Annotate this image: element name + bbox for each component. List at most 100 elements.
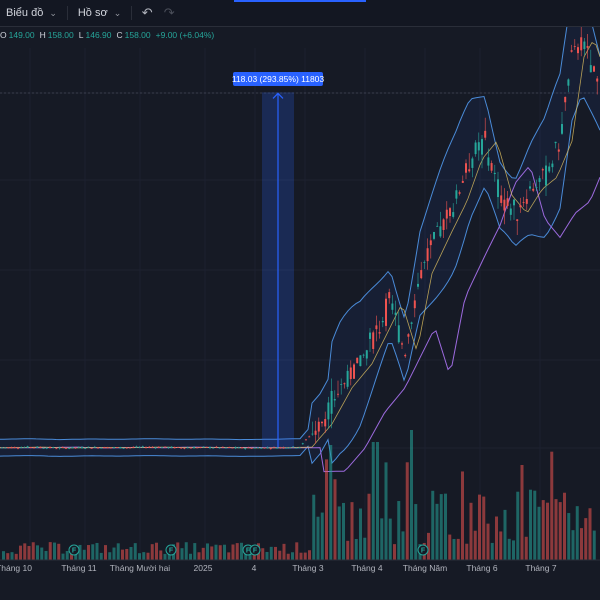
candle-body <box>241 447 243 449</box>
close-value: 158.00 <box>124 30 151 40</box>
candle-body <box>154 447 157 449</box>
candle-body <box>97 447 99 449</box>
undo-icon[interactable]: ↶ <box>141 5 153 20</box>
volume-bar <box>320 512 324 560</box>
volume-bar <box>176 542 180 560</box>
candle-body <box>33 447 35 449</box>
candle-body <box>388 292 391 299</box>
volume-bar <box>265 551 269 560</box>
candle-body <box>465 163 467 173</box>
volume-bar <box>376 442 379 560</box>
redo-icon[interactable]: ↷ <box>163 5 175 20</box>
volume-bar <box>503 509 507 560</box>
candle-body <box>362 354 365 356</box>
volume-bar <box>70 552 73 560</box>
volume-bar <box>486 523 490 560</box>
candle-body <box>500 195 503 203</box>
candle-body <box>93 446 96 448</box>
candle-body <box>237 447 240 449</box>
candle-body <box>26 446 29 448</box>
candle-body <box>282 447 285 449</box>
volume-bar <box>91 544 95 560</box>
candle-body <box>100 447 103 449</box>
candle-body <box>218 447 221 449</box>
candle-body <box>474 142 477 155</box>
candle-body <box>378 332 381 334</box>
candle-body <box>532 188 535 191</box>
profile-dropdown[interactable]: Hồ sơ ⌄ <box>72 0 127 26</box>
candle-body <box>481 139 483 155</box>
candle-body <box>372 332 375 349</box>
chevron-down-icon: ⌄ <box>113 7 122 18</box>
volume-bar <box>427 532 430 560</box>
candle-body <box>103 447 106 449</box>
candle-body <box>295 447 298 449</box>
candle-body <box>541 169 544 171</box>
volume-bar <box>214 544 218 560</box>
candle-body <box>573 45 576 47</box>
time-axis-label: 4 <box>252 563 257 573</box>
volume-bar <box>346 540 350 560</box>
candle-body <box>289 447 291 449</box>
candle-body <box>74 447 77 449</box>
candle-body <box>45 447 48 449</box>
volume-bar <box>78 544 82 560</box>
candle-body <box>359 355 362 367</box>
event-marker[interactable] <box>249 544 261 556</box>
volume-bar <box>295 542 299 560</box>
volume-bar <box>388 518 392 560</box>
candle-body <box>292 446 295 448</box>
volume-bar <box>10 552 14 560</box>
time-axis-label: Tháng Mười hai <box>110 563 171 573</box>
chart-type-dropdown[interactable]: Biểu đồ ⌄ <box>0 0 63 26</box>
volume-bar <box>473 530 477 560</box>
volume-bar <box>23 543 27 560</box>
volume-bar <box>133 543 137 560</box>
event-marker[interactable] <box>68 544 80 556</box>
candle-body <box>522 202 525 203</box>
volume-bar <box>82 549 86 560</box>
open-key: O <box>0 30 7 40</box>
volume-bar <box>490 542 494 560</box>
volume-bar <box>516 491 520 560</box>
candle-body <box>397 325 400 343</box>
volume-bar <box>184 542 188 560</box>
candle-body <box>305 439 307 441</box>
candle-body <box>308 436 311 438</box>
low-key: L <box>78 30 84 40</box>
candle-body <box>452 212 455 217</box>
volume-bar <box>121 549 124 560</box>
candle-body <box>279 447 282 449</box>
candle-body <box>186 447 189 449</box>
candle-body <box>183 447 186 449</box>
event-marker[interactable] <box>417 544 429 556</box>
volume-bar <box>529 489 532 560</box>
volume-bar <box>533 490 537 560</box>
candle-body <box>202 446 205 448</box>
volume-bar <box>282 543 286 560</box>
volume-bar <box>507 538 511 560</box>
time-axis-label: Tháng 6 <box>466 563 497 573</box>
high-key: H <box>39 30 46 40</box>
candle-body <box>509 208 512 215</box>
volume-bar <box>274 546 277 560</box>
candle-body <box>330 390 333 414</box>
candle-body <box>458 192 461 194</box>
volume-bar <box>405 462 409 560</box>
volume-bar <box>550 451 554 560</box>
change-value: +9.00 (+6.04%) <box>155 30 215 40</box>
volume-bar <box>180 548 184 560</box>
candle-body <box>439 226 442 237</box>
event-marker[interactable] <box>165 544 177 556</box>
volume-bar <box>210 546 214 560</box>
candle-body <box>381 320 384 323</box>
volume-bar <box>563 492 566 560</box>
volume-bar <box>580 528 583 560</box>
candle-body <box>148 446 151 448</box>
volume-bar <box>558 502 562 560</box>
candle-body <box>228 447 231 448</box>
volume-bar <box>278 550 282 560</box>
candle-body <box>205 446 208 448</box>
volume-bar <box>439 494 443 560</box>
